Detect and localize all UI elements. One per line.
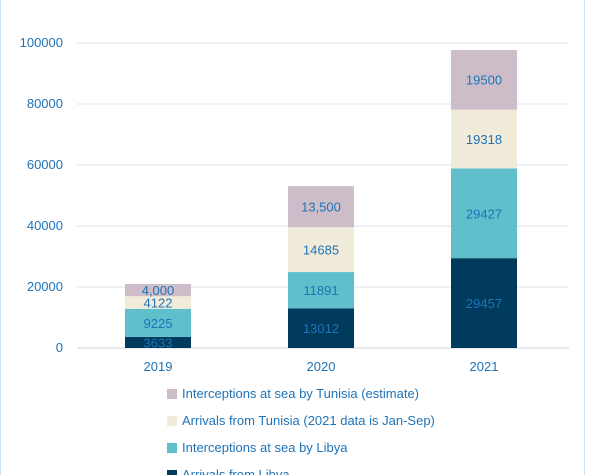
bar-segment	[451, 168, 517, 259]
x-axis: 2019 2020 2021	[144, 359, 499, 374]
y-tick-label: 0	[56, 340, 63, 355]
legend: Interceptions at sea by Tunisia (estimat…	[167, 386, 435, 475]
y-tick-label: 100000	[20, 35, 63, 50]
data-label: 4122	[144, 295, 173, 310]
legend-label: Interceptions at sea by Tunisia (estimat…	[182, 386, 419, 401]
data-label: 4,000	[142, 283, 175, 298]
legend-label: Arrivals from Libya	[182, 467, 290, 475]
legend-label: Interceptions at sea by Libya	[182, 440, 348, 455]
bar-segment	[451, 258, 517, 348]
legend-label: Arrivals from Tunisia (2021 data is Jan-…	[182, 413, 435, 428]
y-tick-label: 60000	[27, 157, 63, 172]
bar-segment	[288, 308, 354, 348]
bar-segment	[125, 284, 191, 297]
data-label: 19500	[466, 73, 502, 88]
legend-swatch	[167, 443, 177, 453]
data-label: 14685	[303, 243, 339, 258]
bar-segment	[125, 296, 191, 309]
x-tick-label: 2021	[470, 359, 499, 374]
bar-segment	[288, 227, 354, 273]
data-label: 29427	[466, 206, 502, 221]
data-label: 13012	[303, 321, 339, 336]
bar-segment	[451, 109, 517, 169]
data-label: 3633	[144, 335, 173, 350]
bar-segment	[451, 50, 517, 110]
data-label: 19318	[466, 132, 502, 147]
bar-segment	[288, 272, 354, 309]
y-tick-label: 80000	[27, 96, 63, 111]
bar-segment	[125, 336, 191, 348]
y-axis: 0 20000 40000 60000 80000 100000	[20, 35, 63, 355]
bar-segment	[125, 308, 191, 337]
legend-swatch	[167, 470, 177, 475]
data-label: 29457	[466, 296, 502, 311]
data-label: 9225	[144, 316, 173, 331]
data-label: 11891	[303, 283, 338, 298]
x-tick-label: 2020	[307, 359, 336, 374]
data-label: 13,500	[301, 200, 341, 215]
legend-swatch	[167, 389, 177, 399]
legend-swatch	[167, 416, 177, 426]
bar-segment	[288, 186, 354, 228]
y-tick-label: 20000	[27, 279, 63, 294]
y-tick-label: 40000	[27, 218, 63, 233]
x-tick-label: 2019	[144, 359, 173, 374]
